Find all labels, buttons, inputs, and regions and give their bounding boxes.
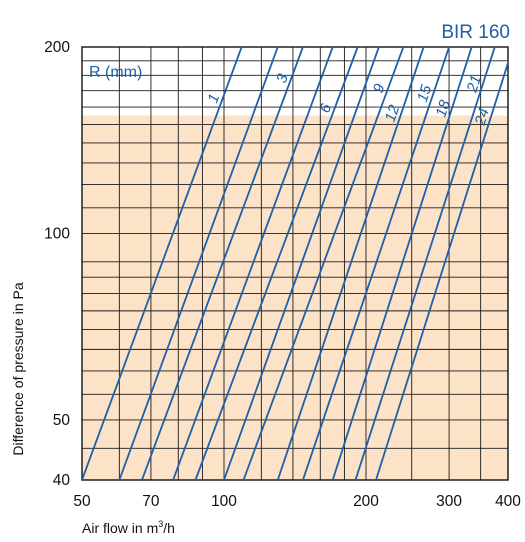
chart-title: BIR 160 [441,22,510,43]
x-tick-label: 100 [211,493,237,510]
plot-frame [81,46,509,481]
x-tick-label: 400 [495,493,521,510]
grid [81,46,509,481]
curve-label-3: 3 [273,71,292,85]
series-line-1 [82,47,243,480]
y-tick-label: 50 [53,412,71,429]
series-line-unlabeled-1 [118,47,279,480]
y-tick-label: 100 [44,225,70,242]
x-tick-label: 200 [353,493,379,510]
curve-label-12: 12 [382,102,404,124]
y-axis: 40 50 100 200 [44,39,70,489]
series-line-unlabeled-3 [172,47,334,480]
series-line-unlabeled-5 [223,47,380,480]
y-axis-label: Difference of pressure in Pa [10,282,26,455]
curve-label-15: 15 [414,82,436,104]
curve-label-21: 21 [463,73,485,95]
series-line-18 [331,47,473,480]
x-axis: 50 70 100 200 300 400 [73,493,521,510]
x-tick-label: 300 [436,493,462,510]
series-line-24 [375,59,508,480]
y-tick-label: 40 [53,472,71,489]
x-tick-label: 50 [73,493,91,510]
x-axis-label-suffix: /h [163,520,175,536]
x-tick-label: 70 [142,493,160,510]
curve-label-24: 24 [471,106,493,128]
x-axis-label: Air flow in m3/h [82,519,175,536]
curve-label-1: 1 [204,92,223,106]
series-line-9 [242,47,405,480]
legend-title: R (mm) [89,64,142,81]
x-axis-label-main: Air flow in m [82,520,158,536]
series-line-21 [354,47,496,480]
series-lines [82,47,508,480]
series-line-12 [276,47,425,480]
curve-label-6: 6 [316,101,335,115]
y-tick-label: 200 [44,39,70,56]
x-axis-label-superscript: 3 [158,519,163,529]
shaded-region [82,115,508,480]
curve-label-9: 9 [370,81,389,95]
series-line-3 [141,47,304,480]
series-line-15 [302,47,450,480]
curve-label-18: 18 [433,98,454,120]
series-line-6 [194,47,359,480]
